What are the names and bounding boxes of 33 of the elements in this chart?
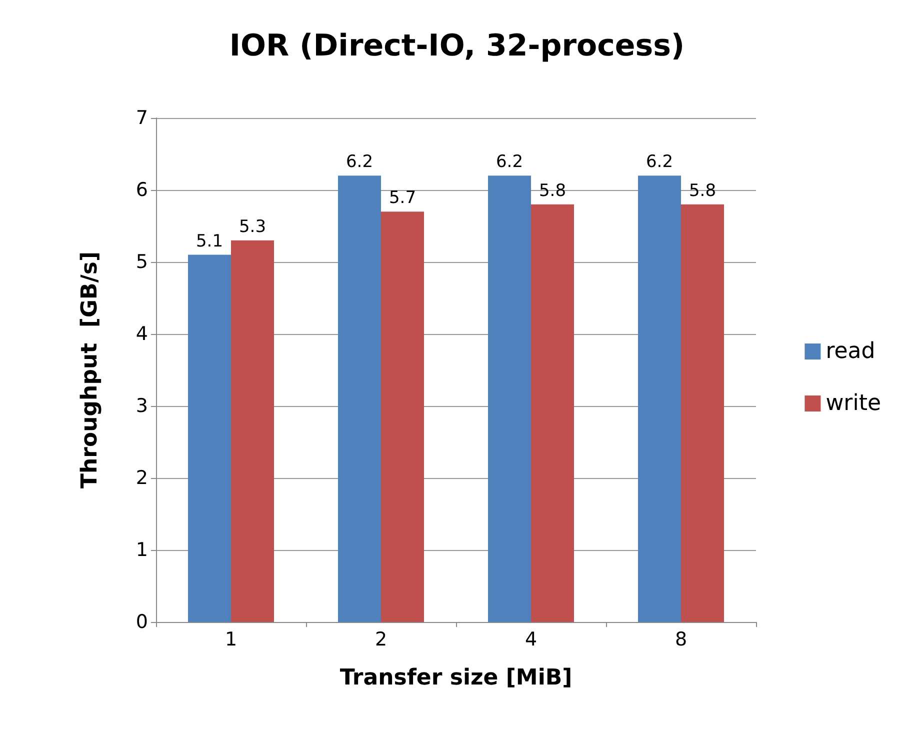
y-tick-label: 2 (136, 467, 148, 489)
y-tick-label: 4 (136, 323, 148, 345)
bar (488, 176, 531, 622)
chart-title: IOR (Direct-IO, 32-process) (229, 28, 685, 64)
bar (231, 240, 274, 622)
x-tick-label: 8 (674, 628, 688, 650)
y-tick-label: 1 (136, 539, 148, 561)
x-tick-label: 4 (524, 628, 538, 650)
data-label: 5.3 (238, 216, 266, 237)
x-axis-title: Transfer size [MiB] (340, 666, 572, 690)
bar (531, 204, 574, 622)
x-tick-label: 1 (224, 628, 238, 650)
y-tick-label: 6 (136, 179, 148, 201)
bar (381, 212, 424, 622)
data-label: 5.8 (688, 180, 716, 201)
x-tick-label: 2 (374, 628, 388, 650)
y-tick-label: 7 (136, 107, 148, 129)
y-tick-label: 3 (136, 395, 148, 417)
bar (188, 254, 231, 622)
data-label: 5.7 (388, 188, 416, 208)
data-label: 5.8 (538, 180, 566, 201)
bar (681, 204, 724, 622)
data-label: 6.2 (646, 152, 674, 172)
y-tick-label: 5 (136, 251, 148, 273)
data-label: 6.2 (496, 152, 524, 172)
legend-label: write (826, 391, 881, 416)
data-label: 6.2 (346, 152, 374, 172)
data-label: 5.1 (196, 231, 224, 252)
bar (638, 176, 681, 622)
legend-label: read (826, 339, 876, 364)
y-axis-title: Throughput [GB/s] (78, 251, 102, 489)
y-tick-label: 0 (136, 611, 148, 633)
bar (338, 176, 381, 622)
